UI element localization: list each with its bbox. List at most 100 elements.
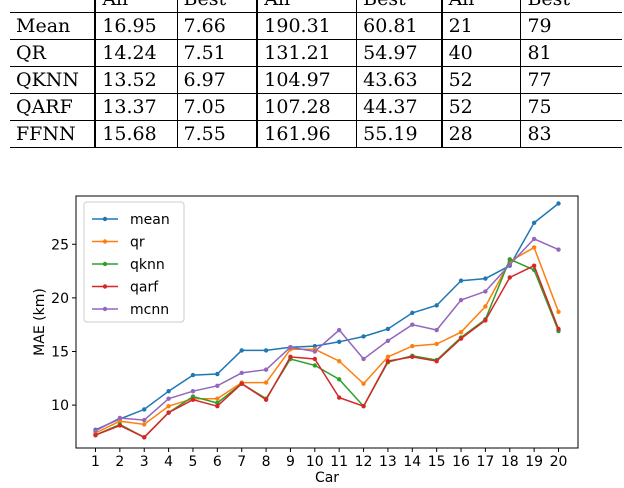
x-tick-label: 2 [115,454,124,470]
data-point-mcnn [483,289,488,294]
data-point-qr [166,403,171,409]
data-point-mcnn [93,428,98,434]
data-point-mcnn [263,367,269,372]
data-point-qarf [385,358,391,364]
x-tick-label: 17 [476,454,494,470]
y-tick-label: 15 [51,344,69,360]
data-point-qarf [531,263,537,268]
data-point-mcnn [288,345,293,350]
legend-marker-qr [102,239,108,244]
table-cell: 107.28 [256,93,358,121]
legend-label-qr: qr [130,235,145,251]
data-point-qarf [215,403,220,409]
table-cell: 13.37 [94,93,178,121]
data-point-mcnn [166,396,171,401]
legend-label-mean: mean [130,212,170,228]
x-tick-label: 11 [330,454,348,470]
table-cell: 16.95 [94,12,178,40]
series-line-qr [95,246,560,434]
legend-marker-mean [102,216,108,222]
x-tick-label: 7 [237,454,246,470]
data-point-qr [531,245,537,250]
data-point-qr [434,341,439,347]
x-tick-label: 1 [91,454,100,470]
data-point-qr [215,396,220,401]
data-point-mcnn [312,349,318,354]
data-point-qr [385,354,391,360]
table-row: QARF 13.37 7.05 107.28 44.37 52 75 [10,93,622,121]
table-cell: 43.63 [356,66,443,94]
legend-marker-qknn [102,261,108,267]
data-point-mcnn [190,388,196,394]
x-tick-label: 3 [140,454,149,470]
x-tick-label: 4 [164,454,173,470]
y-tick-label: 10 [51,398,69,414]
data-point-qarf [263,397,269,402]
data-point-qr [263,380,269,385]
x-tick-label: 20 [550,454,568,470]
data-point-mean [215,371,220,377]
table-row: FFNN 15.68 7.55 161.96 55.19 28 83 [10,120,622,148]
table-cell: 14.24 [94,39,178,67]
data-point-mcnn [531,236,537,242]
x-tick-label: 12 [355,454,373,470]
data-point-mean [410,310,415,316]
series-line-mcnn [95,238,559,432]
data-point-mcnn [215,383,220,389]
data-point-mean [336,339,342,345]
data-point-mean [239,348,244,353]
legend-box [83,201,185,323]
table-cell: 190.31 [256,12,358,40]
table-cell: 77 [520,66,622,94]
legend-label-qarf: qarf [130,280,159,296]
data-point-qarf [458,336,464,341]
data-point-mean [556,201,561,206]
table-cell: 7.51 [176,39,258,67]
plot-frame [75,195,579,449]
data-point-qarf [312,356,318,362]
data-point-qarf [483,318,488,323]
data-point-mean [190,372,196,378]
data-point-mean [361,334,366,339]
row-label: FFNN [10,120,96,148]
x-tick-label: 15 [428,454,446,470]
legend-marker-qarf [102,284,108,289]
data-point-qarf [556,326,561,332]
table-cell: 54.97 [356,39,443,67]
data-point-qarf [361,403,366,409]
row-label: Mean [10,12,96,40]
series-line-qarf [95,264,560,439]
data-point-qr [142,422,147,427]
table-row: Mean 16.95 7.66 190.31 60.81 21 79 [10,12,622,40]
results-table: AllBestAllBestAllBestMean16.957.66190.31… [10,0,622,148]
data-point-qr [336,358,342,364]
x-tick-label: 13 [379,454,397,470]
data-point-qarf [142,435,147,440]
x-tick-label: 16 [452,454,470,470]
data-point-qknn [215,400,220,406]
data-point-mean [458,278,464,283]
data-point-mcnn [117,415,123,421]
data-point-qarf [117,423,123,428]
data-point-qarf [507,275,512,280]
data-point-qknn [507,257,512,262]
data-point-mcnn [556,247,561,252]
series-line-mean [95,202,559,431]
table-cell: 60.81 [356,12,443,40]
data-point-mcnn [142,417,147,423]
x-tick-label: 8 [262,454,271,470]
table-cell: 52 [440,93,522,121]
data-point-qr [483,304,488,309]
row-label: QARF [10,93,96,121]
data-point-qarf [434,358,439,364]
data-point-qarf [166,410,171,415]
y-axis-label: MAE (km) [32,288,48,356]
data-point-mcnn [336,327,342,333]
data-point-mcnn [434,327,439,333]
y-tick-label: 25 [51,237,69,253]
data-point-qarf [190,397,196,402]
table-cell: 55.19 [356,120,443,148]
data-point-qr [361,381,366,386]
data-point-qarf [336,395,342,400]
